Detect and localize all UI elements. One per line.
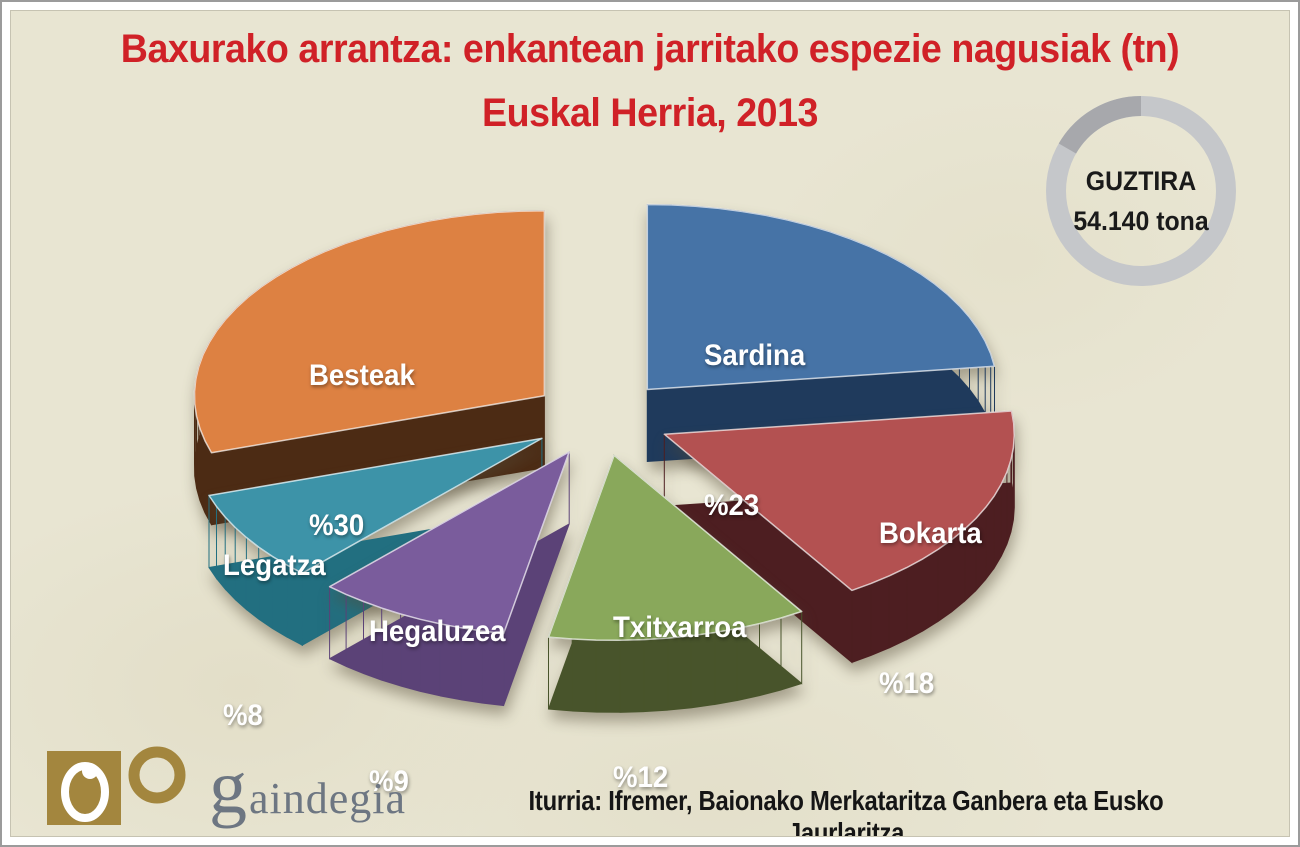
slice-label-sardina: Sardina %23 — [704, 231, 805, 631]
pie-slices — [193, 203, 1016, 713]
pie-slice-sardina — [646, 203, 996, 463]
slice-label-besteak: Besteak %30 — [309, 251, 415, 651]
slice-percent: %18 — [879, 667, 935, 700]
page-title-line2: Euskal Herria, 2013 — [482, 91, 818, 135]
total-ring — [1046, 96, 1236, 286]
brand-wordmark: gaindegia — [209, 749, 407, 825]
slice-percent: %12 — [613, 761, 669, 794]
total-badge-label: GUZTIRA — [1085, 166, 1197, 196]
logo-dot-icon — [82, 763, 98, 779]
chart-canvas: Baxurako arrantza: enkantean jarritako e… — [10, 10, 1290, 837]
total-ring-segment — [1058, 96, 1142, 154]
source-text: Iturria: Ifremer, Baionako Merkataritza … — [528, 785, 1164, 837]
brand-rest: aindegia — [249, 774, 407, 823]
logo-ring-icon — [128, 746, 186, 804]
slice-percent: %23 — [704, 489, 760, 522]
slice-name: Sardina — [704, 339, 806, 372]
logo-mark — [47, 746, 186, 825]
brand-initial: g — [209, 745, 247, 829]
slice-label-txitxarroa: Txitxarroa %12 — [613, 503, 747, 836]
slice-percent: %8 — [223, 699, 263, 732]
total-badge: GUZTIRA 54.140 tona — [1049, 161, 1233, 241]
slice-label-hegaluzea: Hegaluzea %9 — [369, 507, 506, 836]
total-badge-value: 54.140 tona — [1073, 206, 1209, 236]
slice-name: Besteak — [309, 359, 415, 392]
slice-name: Txitxarroa — [613, 611, 747, 644]
pie-slice-legatza — [208, 437, 543, 647]
pie-slice-bokarta — [663, 410, 1016, 664]
pie-chart — [47, 96, 1236, 825]
slice-label-legatza: Legatza %8 — [223, 441, 326, 836]
slice-percent: %9 — [369, 765, 409, 798]
pie-slice-besteak — [193, 209, 546, 526]
pie-slice-hegaluzea — [328, 451, 570, 707]
page-title-line1: Baxurako arrantza: enkantean jarritako e… — [120, 27, 1180, 71]
slice-name: Hegaluzea — [369, 615, 506, 648]
pie-slice-txitxarroa — [547, 454, 803, 713]
slice-name: Legatza — [223, 549, 326, 582]
slice-name: Bokarta — [879, 517, 982, 550]
slice-label-bokarta: Bokarta %18 — [879, 409, 982, 809]
slice-percent: %30 — [309, 509, 365, 542]
